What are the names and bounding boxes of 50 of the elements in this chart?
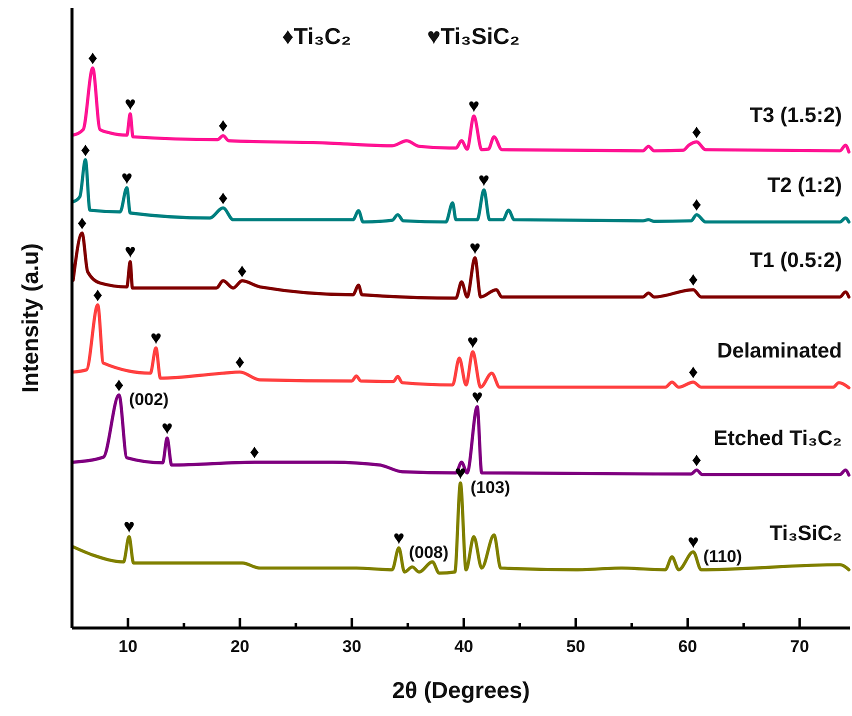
- annotation: ♥: [472, 386, 483, 408]
- annotation: ♦: [688, 270, 698, 291]
- annotation: ♥: [393, 528, 405, 549]
- annotation: ♦: [218, 188, 228, 209]
- annotation: ♦: [250, 442, 260, 464]
- annotation: ♦: [692, 450, 702, 472]
- y-axis-title: Intensity (a.u): [17, 243, 43, 393]
- series-label: T2 (1:2): [767, 174, 842, 197]
- annotation: ♦: [237, 260, 248, 282]
- x-tick-label: 20: [230, 637, 250, 656]
- annotation: ♦: [114, 375, 124, 396]
- annotation: ♦: [688, 362, 698, 384]
- annotation: (110): [703, 546, 742, 566]
- series-label: Ti₃SiC₂: [770, 522, 842, 545]
- annotation: (002): [129, 390, 169, 410]
- annotation: ♥: [467, 332, 478, 353]
- annotation: ♥: [124, 242, 136, 263]
- annotation: ♦: [218, 116, 228, 137]
- annotation: ♦: [92, 284, 103, 306]
- x-tick-label: 60: [678, 637, 698, 656]
- annotation: ♥: [688, 532, 699, 553]
- annotation: ♦: [80, 140, 91, 161]
- x-tick-label: 10: [118, 637, 138, 656]
- text: ♦Ti₃C₂: [282, 23, 352, 49]
- x-tick-label: 70: [790, 637, 810, 656]
- series-label: T3 (1.5:2): [750, 104, 842, 127]
- series-label: Delaminated: [717, 340, 842, 363]
- annotation: ♥: [478, 170, 490, 192]
- annotation: ♥: [121, 168, 132, 189]
- annotation: ♥: [162, 418, 173, 440]
- x-axis-title: 2θ (Degrees): [392, 677, 530, 703]
- series-label: Etched Ti₃C₂: [714, 427, 842, 450]
- annotation: ♦: [692, 194, 702, 216]
- annotation: ♥: [469, 238, 481, 259]
- x-tick-label: 30: [342, 637, 362, 656]
- series-label: T1 (0.5:2): [750, 248, 842, 272]
- annotation: ♥: [468, 96, 480, 118]
- annotation: ♥: [150, 328, 162, 349]
- annotation: (103): [470, 478, 510, 497]
- annotation: ♦: [88, 48, 98, 69]
- x-tick-label: 50: [566, 637, 586, 656]
- annotation: ♦: [235, 352, 246, 374]
- annotation: (008): [408, 542, 449, 562]
- annotation: ♦: [692, 122, 702, 143]
- annotation: ♦: [77, 213, 88, 234]
- x-tick-label: 40: [454, 637, 474, 656]
- annotation: ♥: [123, 516, 135, 538]
- annotation: ♥: [124, 94, 136, 115]
- annotation: ♥: [454, 462, 466, 484]
- text: ♥Ti₃SiC₂: [427, 23, 520, 49]
